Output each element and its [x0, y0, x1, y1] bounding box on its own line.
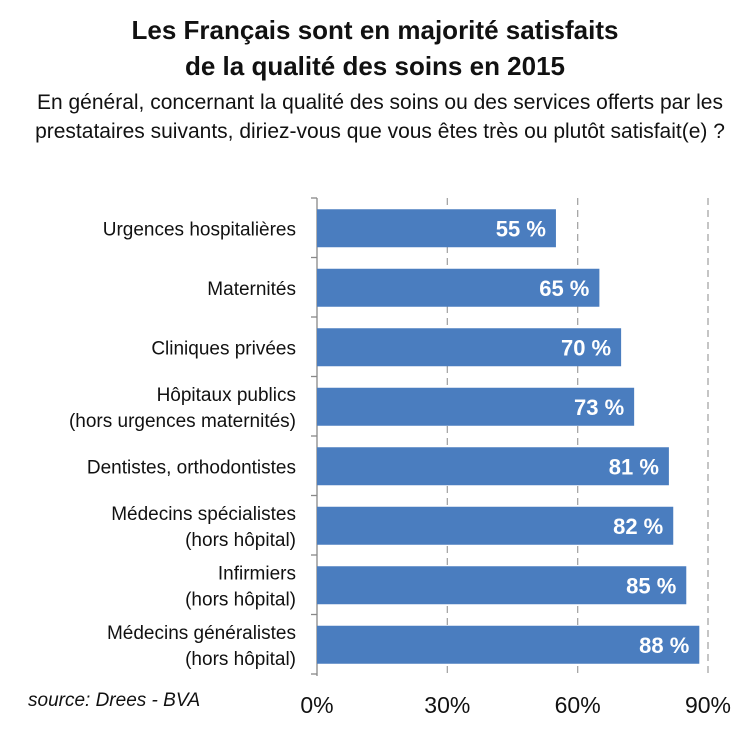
category-label-1: Urgences hospitalières	[103, 219, 296, 240]
value-label-6: 82 %	[613, 514, 663, 539]
value-label-8: 88 %	[639, 633, 689, 658]
category-label-8: (hors hôpital)	[185, 649, 296, 670]
bar-3	[317, 328, 622, 367]
bar-7	[317, 566, 687, 605]
value-label-5: 81 %	[609, 454, 659, 479]
chart-title-line2: de la qualité des soins en 2015	[184, 51, 566, 81]
category-label-4: Hôpitaux publics	[157, 385, 296, 406]
bar-6	[317, 506, 674, 545]
x-tick-label-90: 90%	[685, 692, 731, 718]
category-label-8: Médecins généralistes	[107, 623, 296, 644]
category-label-6: (hors hôpital)	[185, 530, 296, 551]
value-label-7: 85 %	[626, 573, 676, 598]
bar-1	[317, 209, 556, 248]
x-tick-label-0: 0%	[300, 692, 333, 718]
value-label-3: 70 %	[561, 335, 611, 360]
bar-2	[317, 268, 600, 307]
category-label-7: (hors hôpital)	[185, 589, 296, 610]
x-tick-label-30: 30%	[424, 692, 470, 718]
category-label-6: Médecins spécialistes	[111, 504, 296, 525]
value-label-2: 65 %	[539, 276, 589, 301]
category-label-2: Maternités	[207, 279, 296, 300]
bar-5	[317, 447, 669, 486]
bar-4	[317, 387, 635, 426]
x-tick-label-60: 60%	[555, 692, 601, 718]
value-label-4: 73 %	[574, 395, 624, 420]
chart-subtitle: En général, concernant la qualité des so…	[35, 91, 725, 143]
chart-title-line1: Les Français sont en majorité satisfaits	[131, 15, 619, 45]
bar-8	[317, 625, 700, 664]
category-label-3: Cliniques privées	[151, 338, 296, 359]
category-label-4: (hors urgences maternités)	[69, 411, 296, 432]
category-label-5: Dentistes, orthodontistes	[87, 457, 296, 478]
category-label-7: Infirmiers	[218, 563, 296, 584]
source-note: source: Drees - BVA	[28, 690, 201, 711]
value-label-1: 55 %	[496, 216, 546, 241]
